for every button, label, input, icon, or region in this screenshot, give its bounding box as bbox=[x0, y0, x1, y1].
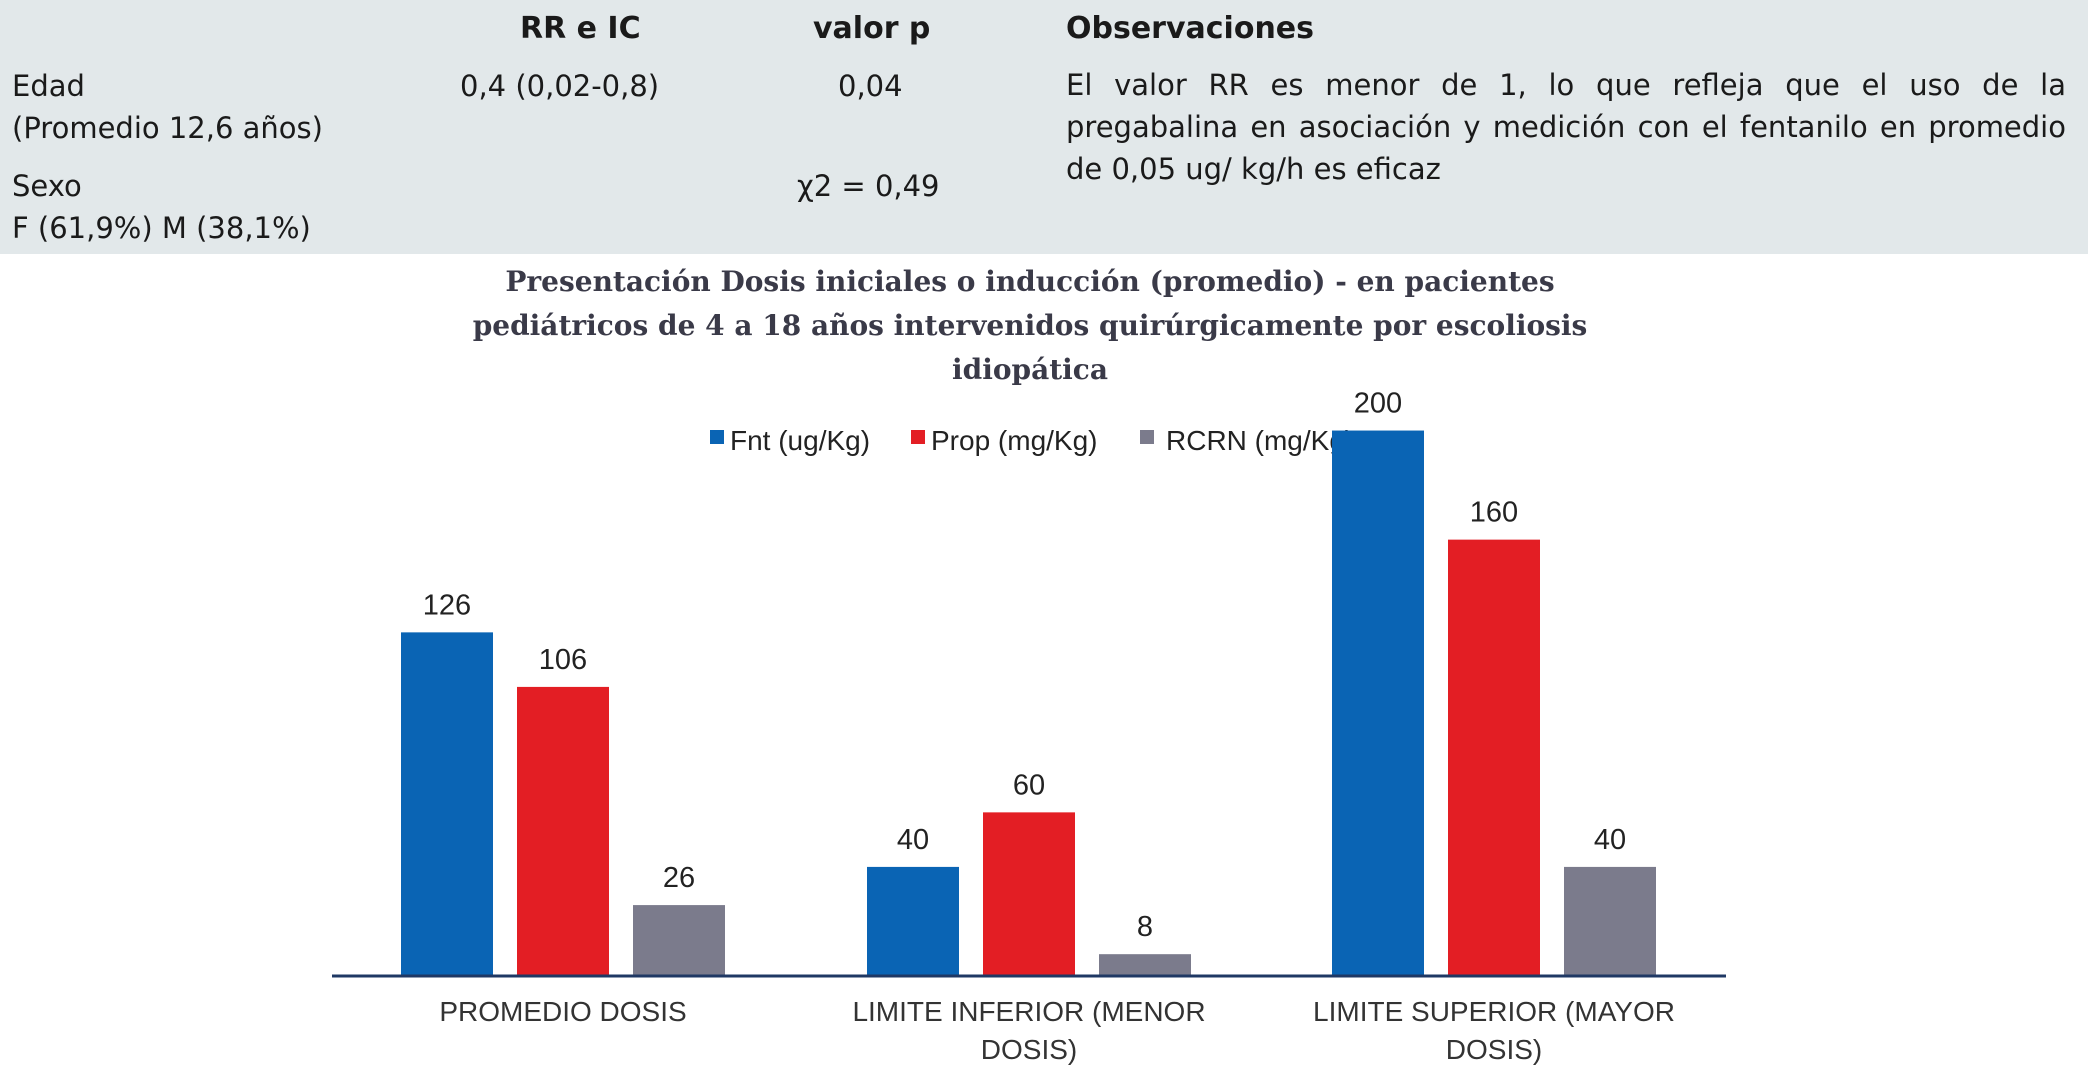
row-sex-p: χ2 = 0,49 bbox=[797, 169, 940, 203]
observation-text: El valor RR es menor de 1, lo que reflej… bbox=[1066, 68, 2066, 186]
data-label: 26 bbox=[663, 862, 695, 894]
bar bbox=[1564, 866, 1656, 976]
data-label: 40 bbox=[897, 824, 929, 856]
legend-swatch bbox=[710, 430, 724, 444]
data-label: 106 bbox=[539, 644, 587, 676]
legend-swatch bbox=[911, 430, 925, 444]
data-label: 60 bbox=[1013, 769, 1045, 801]
row-sex-label: Sexo bbox=[12, 169, 82, 203]
legend-label: RCRN (mg/Kg) bbox=[1166, 425, 1354, 456]
category-label: DOSIS) bbox=[1446, 1034, 1542, 1065]
header-p-value: valor p bbox=[813, 11, 931, 46]
chart-title-line: pediátricos de 4 a 18 años intervenidos … bbox=[472, 309, 1588, 342]
bar bbox=[517, 686, 609, 976]
bar bbox=[867, 866, 959, 976]
bar bbox=[983, 812, 1075, 976]
header-rr-ic: RR e IC bbox=[520, 11, 641, 46]
legend-label: Fnt (ug/Kg) bbox=[730, 425, 870, 456]
category-label: DOSIS) bbox=[981, 1034, 1077, 1065]
results-table: RR e IC valor p Observaciones Edad (Prom… bbox=[0, 0, 2088, 254]
data-label: 8 bbox=[1137, 911, 1153, 943]
legend-swatch bbox=[1140, 430, 1154, 444]
header-observations: Observaciones bbox=[1066, 11, 1315, 46]
data-label: 126 bbox=[423, 589, 471, 621]
category-label: LIMITE INFERIOR (MENOR bbox=[852, 996, 1205, 1027]
bar bbox=[1099, 954, 1191, 976]
row-age-p: 0,04 bbox=[838, 69, 903, 103]
category-label: PROMEDIO DOSIS bbox=[439, 996, 686, 1027]
row-age-sublabel: (Promedio 12,6 años) bbox=[12, 111, 323, 145]
legend-label: Prop (mg/Kg) bbox=[931, 425, 1098, 456]
chart-title-line: Presentación Dosis iniciales o inducción… bbox=[505, 265, 1555, 298]
data-label: 200 bbox=[1354, 388, 1402, 420]
data-label: 40 bbox=[1594, 824, 1626, 856]
bar bbox=[1448, 539, 1540, 976]
row-age-label: Edad bbox=[12, 69, 85, 103]
bar bbox=[401, 632, 493, 976]
category-label: LIMITE SUPERIOR (MAYOR bbox=[1313, 996, 1675, 1027]
row-sex-sublabel: F (61,9%) M (38,1%) bbox=[12, 211, 311, 245]
bar bbox=[633, 905, 725, 976]
bar bbox=[1332, 430, 1424, 977]
chart-title-line: idiopática bbox=[951, 353, 1108, 386]
row-age-rr: 0,4 (0,02-0,8) bbox=[460, 69, 660, 103]
chart-title: Presentación Dosis iniciales o inducción… bbox=[420, 260, 1640, 392]
data-label: 160 bbox=[1470, 497, 1518, 529]
